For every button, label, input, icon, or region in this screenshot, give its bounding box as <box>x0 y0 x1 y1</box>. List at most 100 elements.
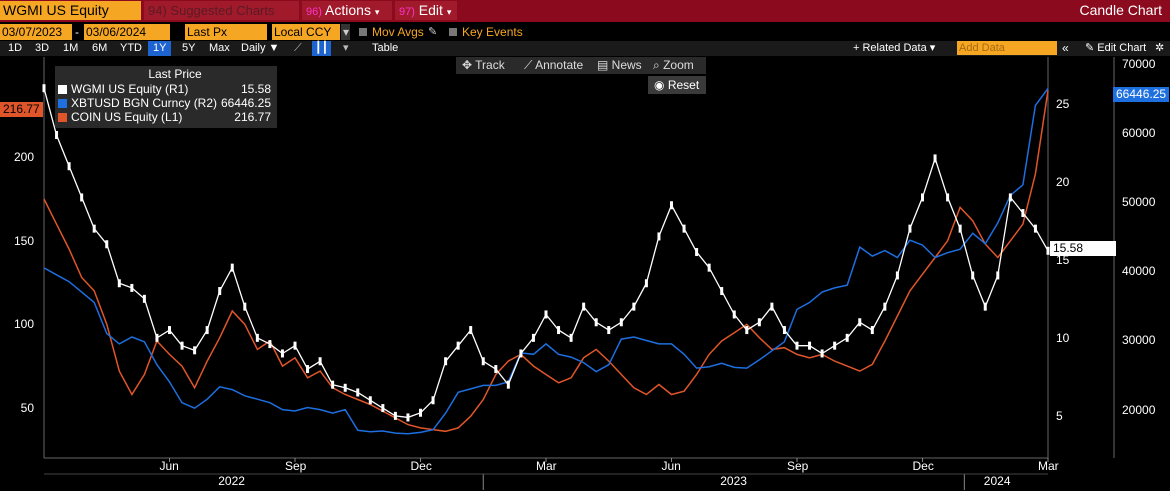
candle <box>105 240 109 249</box>
x-tick-label: Sep <box>285 459 307 473</box>
x-year-label: 2024 <box>983 474 1011 488</box>
candle <box>971 271 975 280</box>
candle <box>205 326 209 335</box>
reset-button[interactable]: ◉ Reset <box>648 76 706 94</box>
right2-tick-label: 50000 <box>1122 195 1156 210</box>
collapse-left-icon[interactable]: « <box>1062 41 1069 55</box>
line-chart-icon[interactable]: ⟋ <box>294 42 302 54</box>
gear-icon[interactable]: ✲ <box>1155 42 1165 54</box>
legend-swatch <box>58 99 67 108</box>
x-tick-label: Sep <box>787 459 809 473</box>
actions-num: 96) <box>306 6 322 18</box>
candle <box>381 404 385 413</box>
track-tool[interactable]: ✥ Track <box>462 58 505 72</box>
candle <box>243 302 247 311</box>
period-1m[interactable]: 1M <box>63 42 79 54</box>
period-1d[interactable]: 1D <box>8 42 23 54</box>
candle <box>946 193 950 202</box>
candle <box>343 383 347 392</box>
left-tick-label: 150 <box>13 233 34 248</box>
edit-chart-button[interactable]: ✎ Edit Chart <box>1085 42 1147 54</box>
x-tick-label: Dec <box>410 459 432 473</box>
candle <box>55 131 59 140</box>
suggested-charts-label: Suggested Charts <box>170 3 275 18</box>
edit-menu[interactable]: 97) Edit ▾ <box>395 1 457 20</box>
candle <box>456 341 460 350</box>
currency-select[interactable]: Local CCY <box>272 24 340 40</box>
candle <box>594 318 598 327</box>
pencil-icon[interactable]: ✎ <box>428 26 438 38</box>
candle <box>958 224 962 233</box>
candle <box>720 287 724 296</box>
candle <box>368 396 372 405</box>
legend-item-name: WGMI US Equity (R1) <box>71 82 189 96</box>
ticker-field[interactable]: WGMI US Equity <box>0 1 141 20</box>
period-ytd[interactable]: YTD <box>120 42 142 54</box>
candle <box>393 411 397 420</box>
edit-num: 97) <box>399 6 415 18</box>
annotate-tool[interactable]: ⟋ Annotate <box>524 58 584 72</box>
candle <box>657 232 661 241</box>
candle <box>142 294 146 303</box>
start-date-input[interactable]: 03/07/2023 <box>0 24 72 40</box>
key-events-checkbox[interactable] <box>449 28 457 36</box>
edit-chart-label: Edit Chart <box>1097 42 1147 54</box>
candle <box>130 283 134 292</box>
chevron-down-icon: ▾ <box>374 7 380 17</box>
candle <box>707 263 711 272</box>
period-5y[interactable]: 5Y <box>182 42 196 54</box>
candle-chart-icon[interactable]: ┃┃ <box>312 41 332 56</box>
x-year-label: 2022 <box>218 474 245 488</box>
legend-item: XBTUSD BGN Curncy (R2) 66446.25 <box>58 96 271 110</box>
series-line-2 <box>43 88 1049 419</box>
mov-avgs-checkbox[interactable] <box>359 28 367 36</box>
table-button[interactable]: Table <box>372 42 399 54</box>
candle <box>895 271 899 280</box>
candle <box>293 341 297 350</box>
left-tick-label: 200 <box>13 150 34 165</box>
end-date-input[interactable]: 03/06/2024 <box>84 24 170 40</box>
field-select[interactable]: Last Px <box>185 24 267 40</box>
actions-menu[interactable]: 96) Actions ▾ <box>302 1 392 20</box>
candle <box>155 333 159 342</box>
candle <box>431 396 435 405</box>
candle <box>757 318 761 327</box>
legend-swatch <box>58 85 67 94</box>
currency-dropdown-icon[interactable]: ▾ <box>341 24 350 40</box>
candle <box>481 357 485 366</box>
candle <box>782 326 786 335</box>
right1-tick-label: 10 <box>1056 330 1070 345</box>
candle <box>582 302 586 311</box>
right2-tick-label: 40000 <box>1122 264 1156 279</box>
right1-tick-label: 20 <box>1056 174 1070 189</box>
suggested-charts-button[interactable]: 94) Suggested Charts <box>144 1 299 20</box>
x-tick-label: Mar <box>536 459 557 473</box>
related-data-button[interactable]: + Related Data ▾ <box>853 42 936 54</box>
right2-tick-label: 70000 <box>1122 56 1156 71</box>
top-toolbar: WGMI US Equity 94) Suggested Charts 96) … <box>0 0 1170 22</box>
candle <box>770 302 774 311</box>
period-6m[interactable]: 6M <box>92 42 108 54</box>
zoom-tool[interactable]: ⌕ Zoom <box>653 58 694 72</box>
candle <box>306 365 310 374</box>
candle <box>1033 224 1037 233</box>
news-tool[interactable]: ▤ News <box>597 58 642 72</box>
frequency-select[interactable]: Daily ▼ <box>241 42 280 54</box>
zoom-label: Zoom <box>663 58 694 72</box>
right2-tick-label: 60000 <box>1122 126 1156 141</box>
candle <box>632 302 636 311</box>
period-row: 1D 3D 1M 6M YTD 1Y 5Y Max Daily ▼ ⟋ ┃┃ ▾… <box>0 41 1170 56</box>
candle <box>494 365 498 374</box>
legend-item: WGMI US Equity (R1) 15.58 <box>58 82 271 96</box>
right1-tick-label: 25 <box>1056 96 1070 111</box>
candle <box>933 154 937 163</box>
current-value-left: 216.77 <box>0 102 43 117</box>
edit-label: Edit <box>418 2 443 18</box>
add-data-input[interactable]: Add Data <box>957 41 1057 55</box>
chevron-down-icon[interactable]: ▾ <box>343 42 349 54</box>
period-1y[interactable]: 1Y <box>148 41 172 56</box>
period-max[interactable]: Max <box>209 42 230 54</box>
period-3d[interactable]: 3D <box>35 42 50 54</box>
annotate-label: Annotate <box>535 58 584 72</box>
candle <box>469 326 473 335</box>
